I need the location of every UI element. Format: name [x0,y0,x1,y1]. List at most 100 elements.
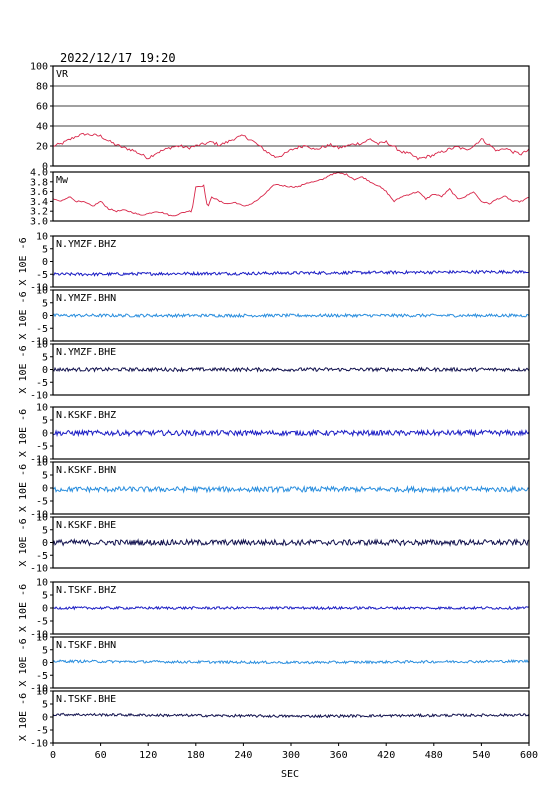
panel-kskf-bhz-ytick-label-4: -10 [30,455,48,466]
x-axis: 0 60 120 180 240 300 360 420 480 540 600 [50,743,538,761]
panel-kskf-bhe-label: N.KSKF.BHE [56,520,116,531]
panel-ymzf-bhn-ytick-label-1: 5 [42,298,48,309]
x-axis-label: SEC [281,769,299,780]
panel-tskf-bhz-ytick-label-4: -10 [30,630,48,641]
panel-ymzf-bhz-ytick-label-4: -10 [30,283,48,294]
panel-tskf-bhn-ytick-label-2: 0 [42,658,48,669]
x-tick-label-6: 360 [330,750,348,761]
panel-ymzf-bhz-label: N.YMZF.BHZ [56,239,116,250]
panel-mw-ytick-label-1: 3.8 [30,177,48,188]
chart-title: 2022/12/17 19:20 [60,51,176,65]
panel-tskf-bhz-ytick-label-1: 5 [42,591,48,602]
panel-kskf-bhn-ytick-label-1: 5 [42,471,48,482]
panel-ymzf-bhz-ytick-label-2: 0 [42,257,48,268]
panel-tskf-bhe-ytick-label-1: 5 [42,700,48,711]
panel-ymzf-bhe-ytick-label-1: 5 [42,352,48,363]
panel-ymzf-bhz-ylabel: X 10E -6 [18,237,29,285]
panel-ymzf-bhn-series-line [52,312,530,319]
panel-ymzf-bhe-ylabel: X 10E -6 [18,345,29,393]
panel-kskf-bhz-ytick-label-1: 5 [42,416,48,427]
panel-tskf-bhe-series-line [52,712,530,719]
panel-tskf-bhn-series-line [52,659,530,665]
panel-kskf-bhz-label: N.KSKF.BHZ [56,410,116,421]
panel-mw-series-line [52,172,530,217]
panel-kskf-bhe-ylabel: X 10E -6 [18,518,29,566]
panel-kskf-bhe: 105 0 -5 -10 N.KSKF.BHE X 10E -6 [18,513,530,575]
panel-kskf-bhe-series-line [52,537,530,547]
panel-tskf-bhn-label: N.TSKF.BHN [56,640,116,651]
x-tick-label-0: 0 [50,750,56,761]
x-tick-label-7: 420 [377,750,395,761]
panel-ymzf-bhz-series-line [52,269,530,277]
panel-tskf-bhe-frame [52,690,530,744]
panel-tskf-bhe-label: N.TSKF.BHE [56,694,116,705]
panel-kskf-bhn-ylabel: X 10E -6 [18,464,29,512]
panel-vr-ytick-label-4: 20 [36,142,48,153]
panel-vr-series-line [52,132,530,161]
x-tick-label-8: 480 [425,750,443,761]
panel-tskf-bhn-ytick-label-3: -5 [36,671,48,682]
panel-kskf-bhz-ytick-label-2: 0 [42,429,48,440]
panel-ymzf-bhe-ytick-label-4: -10 [30,391,48,402]
panel-kskf-bhn-ytick-label-3: -5 [36,497,48,508]
panel-tskf-bhe-ytick-label-0: 10 [36,687,48,698]
panel-tskf-bhn-ytick-label-4: -10 [30,684,48,695]
panel-kskf-bhn: 10 5 0 -5 -10 N.KSKF.BHN X 10E -6 [18,458,530,521]
x-tick-label-10: 600 [520,750,538,761]
panel-tskf-bhe-ytick-label-2: 0 [42,713,48,724]
panel-tskf-bhz: 10 5 0 -5 -10 N.TSKF.BHZ X 10E -6 [18,578,530,641]
panel-kskf-bhe-ytick-label-3: -5 [36,551,48,562]
panel-ymzf-bhe-label: N.YMZF.BHE [56,347,116,358]
panel-ymzf-bhn-label: N.YMZF.BHN [56,293,116,304]
panel-tskf-bhe-ytick-label-3: -5 [36,726,48,737]
panel-vr-ytick-label-5: 0 [42,162,48,173]
panels-group: 100806040200VR4.03.83.63.43.23.0Mw1050-5… [18,62,530,750]
panel-tskf-bhn-ytick-label-1: 5 [42,645,48,656]
panel-mw-label: Mw [56,175,69,186]
panel-kskf-bhe-ytick-label-1: 5 [42,525,48,536]
x-tick-label-9: 540 [472,750,490,761]
panel-kskf-bhn-ytick-label-2: 0 [42,484,48,495]
panel-kskf-bhn-ytick-label-0: 10 [36,458,48,469]
panel-vr-label: VR [56,69,69,80]
panel-ymzf-bhe-series-line [52,366,530,373]
panel-kskf-bhn-ytick-label-4: -10 [30,510,48,521]
panel-kskf-bhn-label: N.KSKF.BHN [56,465,116,476]
panel-ymzf-bhz-ytick-label-1: 5 [42,244,48,255]
panel-ymzf-bhz-ytick-label-0: 10 [36,232,48,243]
panel-mw-ytick-label-2: 3.6 [30,187,48,198]
panel-vr-ytick-label-1: 80 [36,82,48,93]
panel-ymzf-bhz-ytick-label-3: -5 [36,270,48,281]
panel-ymzf-bhn-ylabel: X 10E -6 [18,291,29,339]
panel-kskf-bhn-series-line [52,485,530,494]
panel-tskf-bhz-ytick-label-2: 0 [42,604,48,615]
panel-ymzf-bhn-ytick-label-3: -5 [36,324,48,335]
x-tick-label-5: 300 [282,750,300,761]
panel-ymzf-bhe-ytick-label-2: 0 [42,365,48,376]
panel-tskf-bhn-ytick-label-0: 10 [36,633,48,644]
panel-kskf-bhz-ytick-label-3: -5 [36,442,48,453]
panel-mw-frame [52,171,530,222]
panel-vr-ytick-label-2: 60 [36,102,48,113]
panel-tskf-bhn-ylabel: X 10E -6 [18,638,29,686]
panel-vr-ytick-label-0: 100 [30,62,48,73]
panel-kskf-bhz: 10 5 0 -5 -10 N.KSKF.BHZ X 10E -6 [18,403,530,466]
panel-ymzf-bhn-ytick-label-0: 10 [36,286,48,297]
panel-tskf-bhz-label: N.TSKF.BHZ [56,585,116,596]
panel-tskf-bhz-series-line [52,605,530,611]
panel-kskf-bhe-ytick-label-0: 10 [36,513,48,524]
panel-ymzf-bhn-ytick-label-4: -10 [30,337,48,348]
panel-mw: 4.03.83.63.43.23.0 Mw [30,168,530,228]
panel-kskf-bhz-series-line [52,428,530,438]
panel-tskf-bhe-ylabel: X 10E -6 [18,693,29,741]
panel-kskf-bhz-ytick-label-0: 10 [36,403,48,414]
panel-ymzf-bhe-ytick-label-0: 10 [36,340,48,351]
panel-tskf-bhz-ylabel: X 10E -6 [18,584,29,632]
panel-kskf-bhe-ytick-label-4: -10 [30,564,48,575]
panel-ymzf-bhe-ytick-label-3: -5 [36,378,48,389]
panel-vr-ytick-label-3: 40 [36,122,48,133]
